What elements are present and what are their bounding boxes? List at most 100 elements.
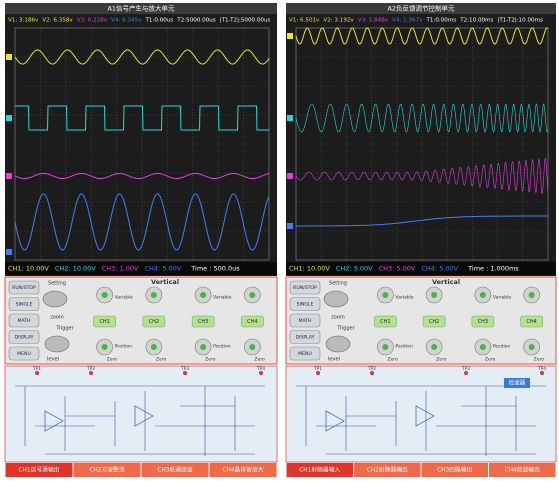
channel-button[interactable] (422, 315, 446, 328)
tab[interactable] (141, 463, 209, 477)
test-point-label: TP2 (86, 366, 95, 372)
button[interactable] (289, 330, 321, 344)
title-bar (5, 3, 277, 14)
button-label[interactable]: SINGLE (16, 302, 33, 308)
tab[interactable] (489, 463, 556, 477)
test-point-label: TP4 (256, 366, 265, 372)
button[interactable] (8, 313, 40, 328)
button-label[interactable]: RUN/STOP (293, 285, 317, 291)
knob[interactable] (42, 290, 68, 308)
test-point (89, 371, 93, 375)
button[interactable] (289, 346, 321, 361)
channel-button[interactable] (241, 315, 264, 328)
knob-label: Variable (115, 295, 133, 301)
section-label: Setting (48, 281, 66, 287)
control-panel (285, 276, 557, 365)
tab-label[interactable]: CH4晶体管放大 (222, 466, 263, 474)
channel-marker (287, 173, 293, 179)
channel-button[interactable] (520, 315, 543, 328)
button-label[interactable]: MENU (17, 351, 31, 357)
readout: V4: 1.967v (392, 18, 423, 24)
knob-label: Variable (395, 295, 413, 301)
channel-marker (6, 54, 12, 60)
tab[interactable] (354, 463, 421, 477)
button[interactable] (289, 297, 321, 311)
channel-button[interactable] (142, 315, 166, 328)
tab[interactable] (421, 463, 489, 477)
button[interactable] (289, 280, 321, 295)
tab[interactable] (286, 463, 354, 477)
waveform (15, 105, 269, 131)
button-label[interactable]: DISPLAY (15, 335, 34, 341)
knob[interactable] (323, 290, 349, 308)
button[interactable] (8, 330, 40, 344)
knob-center (200, 344, 207, 350)
waveform (14, 193, 270, 251)
tab-label[interactable]: CH1射随器输入 (299, 466, 340, 474)
waveform (295, 27, 549, 45)
tab-label[interactable]: CH2方波整流 (89, 466, 124, 474)
tab[interactable] (5, 463, 73, 477)
test-point (316, 371, 320, 375)
tab-label[interactable]: CH3四路输出 (437, 466, 472, 474)
tab-label[interactable]: CH3低通滤波 (157, 466, 192, 474)
readout: V3: 0.228v (77, 18, 108, 24)
knob-center (249, 292, 256, 298)
block-label: 检波器 (509, 379, 526, 387)
channel-marker (6, 115, 12, 121)
knob[interactable] (44, 335, 70, 353)
status-bar (5, 262, 277, 275)
button[interactable] (8, 297, 40, 311)
test-point-label: TP1 (313, 366, 322, 372)
channel-scale: CH1: 10.00V (8, 265, 49, 273)
channel-marker (6, 249, 12, 255)
channel-button[interactable] (374, 315, 397, 328)
readout: V2: 6.358v (42, 18, 73, 24)
knob-center (101, 344, 108, 350)
channel-button-label[interactable]: CH4 (247, 319, 257, 325)
button[interactable] (289, 313, 321, 328)
knob-label: Variable (493, 295, 511, 301)
channel-button-label[interactable]: CH2 (429, 319, 439, 325)
button-label[interactable]: MENU (298, 351, 312, 357)
channel-button[interactable] (471, 315, 495, 328)
button-label[interactable]: MATH (17, 318, 30, 324)
knob-center (479, 344, 486, 350)
channel-button-label[interactable]: CH1 (380, 319, 390, 325)
test-point-label: TP1 (32, 366, 41, 372)
tab[interactable] (73, 463, 141, 477)
button-label[interactable]: SINGLE (297, 302, 314, 308)
button-label[interactable]: RUN/STOP (12, 285, 36, 291)
channel-button-label[interactable]: CH3 (478, 319, 488, 325)
readout: T1:0.00ms (426, 18, 457, 24)
op-amp (134, 405, 154, 427)
knob-center (101, 292, 108, 298)
knob-label: Position (395, 344, 413, 350)
button-label[interactable]: DISPLAY (296, 335, 315, 341)
channel-button-label[interactable]: CH2 (149, 319, 159, 325)
channel-button-label[interactable]: CH4 (526, 319, 536, 325)
knob-label: Zero (387, 357, 398, 363)
channel-scale: CH4: 5.00V (145, 265, 182, 273)
channel-button[interactable] (191, 315, 215, 328)
status-bar (286, 262, 556, 275)
channel-button-label[interactable]: CH3 (198, 319, 208, 325)
test-point-label: TP3 (461, 366, 470, 372)
title-bar (286, 3, 556, 14)
waveform (295, 103, 549, 133)
button-label[interactable]: MATH (298, 318, 311, 324)
tab-label[interactable]: CH2射随器输出 (367, 466, 408, 474)
button[interactable] (8, 280, 40, 295)
tab-label[interactable]: CH1信号源输出 (18, 466, 59, 474)
tab-label[interactable]: CH4检波输出 (505, 466, 540, 474)
test-point (370, 371, 374, 375)
test-point-label: TP3 (180, 366, 189, 372)
channel-button[interactable] (93, 315, 116, 328)
circuit-diagram (4, 365, 278, 463)
button[interactable] (8, 346, 40, 361)
tab[interactable] (209, 463, 277, 477)
knob[interactable] (325, 335, 351, 353)
channel-button-label[interactable]: CH1 (99, 319, 109, 325)
scope-panel: A1信号产生与放大单元 V1: 3.186v V2: 6.358v V3: 0.228… (4, 3, 278, 477)
